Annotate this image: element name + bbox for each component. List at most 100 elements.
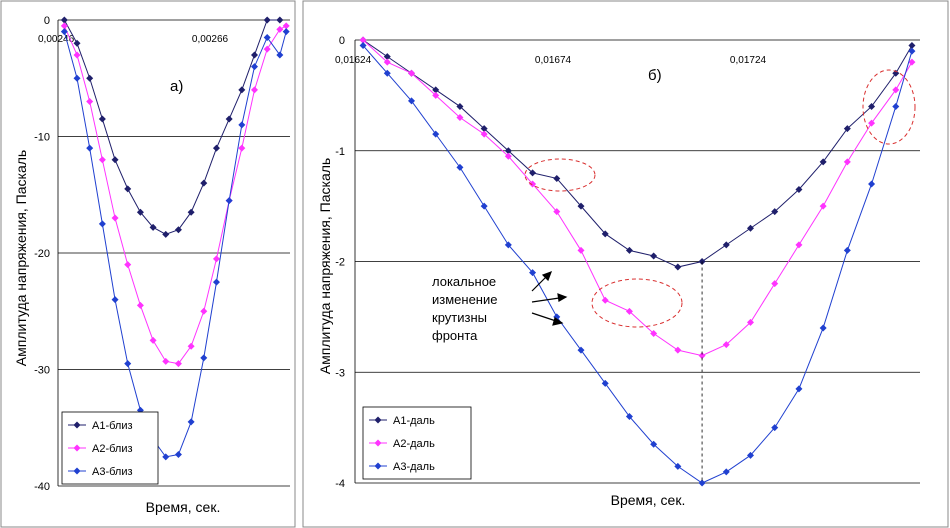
panel-a-series-1-point bbox=[212, 144, 220, 152]
panel-a-series-2-point bbox=[200, 307, 208, 315]
panel-b-legend-marker bbox=[374, 416, 382, 424]
panel-b-series-3-point bbox=[625, 413, 633, 421]
panel-a-series-2-point bbox=[149, 336, 157, 344]
panel-a-y-axis-label: Амплитуда напряжения, Паскаль bbox=[13, 150, 29, 366]
panel-a-series-1-point bbox=[174, 226, 182, 234]
panel-a-series-1-point bbox=[200, 179, 208, 187]
panel-a-y-tick-label: -30 bbox=[34, 365, 50, 377]
panel-a-series-2-point bbox=[174, 360, 182, 368]
panel-b-series-3-point bbox=[892, 102, 900, 110]
panel-b-series-2-point bbox=[480, 130, 488, 138]
panel-b-x-tick-label: 0,01724 bbox=[730, 55, 767, 66]
panel-a-series-2-point bbox=[124, 261, 132, 269]
panel-a-series-1-point bbox=[225, 115, 233, 123]
panel-b-series-1-point bbox=[722, 241, 730, 249]
panel-a-series-1-point bbox=[187, 208, 195, 216]
panel-b-frame bbox=[302, 0, 949, 528]
panel-b-legend: A1-даль A2-даль A3-даль bbox=[362, 406, 472, 480]
panel-a-series-2-point bbox=[282, 22, 290, 30]
panel-b-y-tick-label: -3 bbox=[335, 367, 345, 379]
panel-a-y-tick-label: -20 bbox=[34, 248, 50, 260]
panel-a-x-tick-label: 0,00246 bbox=[38, 34, 75, 45]
panel-a-series-1-point bbox=[238, 86, 246, 94]
panel-a-y-tick-label: -10 bbox=[34, 132, 50, 144]
panel-b-series-1-point bbox=[868, 102, 876, 110]
panel-a-series-2-point bbox=[60, 22, 68, 30]
panel-b-series-line-1 bbox=[362, 39, 913, 268]
panel-b-x-tick-label: 0,01624 bbox=[335, 55, 372, 66]
panel-a-series-3-point bbox=[276, 51, 284, 59]
panel-b-series-3-point bbox=[529, 269, 537, 277]
panel-b-series-3-point bbox=[456, 163, 464, 171]
panel-b-series-1-point bbox=[577, 202, 585, 210]
panel-a-series-3-point bbox=[238, 121, 246, 129]
panel-b-series-2-point bbox=[795, 241, 803, 249]
panel-b-series-3-point bbox=[795, 385, 803, 393]
panel-b-series-2-point bbox=[868, 119, 876, 127]
panel-a-series-2-point bbox=[73, 51, 81, 59]
panel-a-series-2-point bbox=[136, 301, 144, 309]
highlight-ellipse-1 bbox=[524, 158, 596, 192]
panel-b-series-2-point bbox=[819, 202, 827, 210]
panel-b-series-2-point bbox=[908, 58, 916, 66]
panel-b-series-1-point bbox=[383, 53, 391, 61]
panel-a-plot: 0 -10 -20 -30 -40 0,00246 0,00266 bbox=[34, 15, 290, 493]
panel-b-series-3-point bbox=[432, 130, 440, 138]
panel-b-plot: 0 -1 -2 -3 -4 0,01624 0,01674 0,01724 bbox=[335, 35, 920, 490]
panel-b-y-tick-label: 0 bbox=[339, 35, 345, 47]
panel-a-legend-label: A3-близ bbox=[92, 466, 133, 478]
panel-a-series-3-point bbox=[162, 453, 170, 461]
panel-b-series-2-point bbox=[383, 58, 391, 66]
panel-a-series-3-point bbox=[282, 28, 290, 36]
panel-a-frame bbox=[0, 0, 296, 528]
panel-a-series-2-point bbox=[111, 214, 119, 222]
panel-b-series-1-point bbox=[553, 174, 561, 182]
panel-a-x-tick-label: 0,00266 bbox=[192, 34, 229, 45]
panel-b-series-1-point bbox=[771, 208, 779, 216]
panel-b-series-3-point bbox=[868, 180, 876, 188]
panel-b-legend-marker bbox=[374, 439, 382, 447]
panel-b-series-3-point bbox=[819, 324, 827, 332]
panel-b-series-2-point bbox=[892, 86, 900, 94]
annotation-text: локальное изменение крутизны фронта bbox=[432, 274, 501, 343]
panel-b-series-2-point bbox=[359, 36, 367, 44]
panel-a-series-2-point bbox=[162, 357, 170, 365]
panel-b-series-2-point bbox=[674, 346, 682, 354]
panel-a-series-3-point bbox=[98, 220, 106, 228]
panel-a-series-3-point bbox=[86, 144, 94, 152]
panel-b-series-2-point bbox=[625, 307, 633, 315]
panel-b-y-axis-label: Амплитуда напряжения, Паскаль bbox=[317, 158, 333, 374]
panel-b-series-3-point bbox=[698, 479, 706, 487]
panel-a-series-2-point bbox=[238, 144, 246, 152]
panel-a-series-3-point bbox=[251, 63, 259, 71]
panel-a-series-3-point bbox=[73, 74, 81, 82]
panel-b-series-3-point bbox=[722, 468, 730, 476]
panel-b-series-2-point bbox=[771, 280, 779, 288]
panel-a-legend-marker bbox=[73, 421, 81, 429]
panel-b-legend-label: A2-даль bbox=[393, 438, 435, 450]
panel-b-series-2-point bbox=[456, 114, 464, 122]
panel-b-series-1-point bbox=[625, 246, 633, 254]
panel-a-series-2-point bbox=[187, 342, 195, 350]
panel-b-series-1-point bbox=[843, 125, 851, 133]
panel-a-series-1-point bbox=[86, 74, 94, 82]
panel-a-series-3-point bbox=[225, 197, 233, 205]
panel-a-legend-label: A2-близ bbox=[92, 443, 133, 455]
panel-b-series-2-point bbox=[843, 158, 851, 166]
panel-a-series-1-point bbox=[73, 39, 81, 47]
panel-a-series-line-1 bbox=[63, 19, 280, 235]
panel-b-series-3-point bbox=[577, 346, 585, 354]
panel-a-series-2-point bbox=[98, 156, 106, 164]
panel-a-series-3-point bbox=[200, 354, 208, 362]
panel-a-series-3-point bbox=[187, 418, 195, 426]
panel-b-legend-label: A1-даль bbox=[393, 415, 435, 427]
panel-b-y-tick-label: -4 bbox=[335, 478, 345, 490]
panel-b-series-3-point bbox=[504, 241, 512, 249]
panel-b-series-2-point bbox=[529, 180, 537, 188]
panel-b-series-2-point bbox=[698, 352, 706, 360]
highlight-ellipse-3 bbox=[862, 69, 916, 145]
highlight-ellipse-2 bbox=[591, 278, 683, 328]
panel-a-series-2-point bbox=[263, 45, 271, 53]
panel-a-series-3-point bbox=[124, 360, 132, 368]
